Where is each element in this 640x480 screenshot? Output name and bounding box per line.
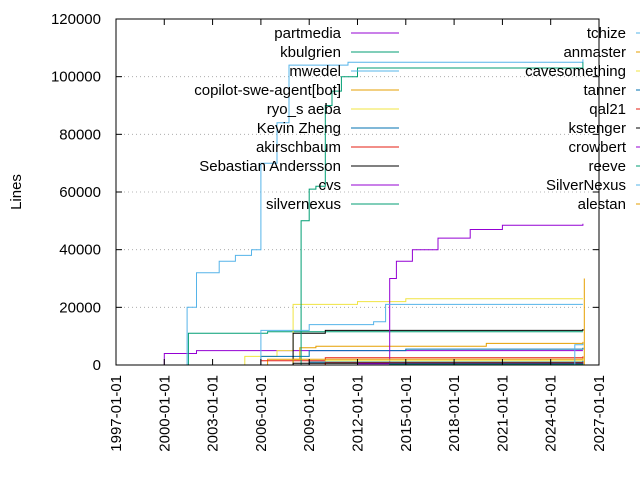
legend-label: Sebastian Andersson <box>199 158 341 175</box>
series-line <box>582 278 585 366</box>
y-tick-label: 40000 <box>59 242 101 259</box>
legend-label: copilot-swe-agent[bot] <box>194 82 341 99</box>
legend-label: mwedel <box>289 63 341 80</box>
legend-label: cvs <box>319 177 342 194</box>
series-line <box>299 62 584 366</box>
y-tick-label: 60000 <box>59 184 101 201</box>
x-tick-label: 2012-01-01 <box>349 375 366 452</box>
x-tick-label: 2021-01-01 <box>494 375 511 452</box>
x-tick-label: 2009-01-01 <box>301 375 318 452</box>
x-tick-label: 1997-01-01 <box>108 375 125 452</box>
legend-label: cavesomething <box>525 63 626 80</box>
x-tick-label: 2018-01-01 <box>446 375 463 452</box>
x-tick-label: 2024-01-01 <box>543 375 560 452</box>
y-tick-label: 80000 <box>59 126 101 143</box>
series-line <box>187 331 583 366</box>
y-tick-label: 20000 <box>59 299 101 316</box>
legend-label: crowbert <box>568 139 626 156</box>
legend-label: alestan <box>578 196 626 213</box>
legend-label: kbulgrien <box>280 44 341 61</box>
legend-label: ryo_s aeba <box>267 101 342 118</box>
series-line <box>244 303 583 366</box>
y-axis-title: Lines <box>8 174 25 210</box>
y-tick-label: 0 <box>93 357 101 374</box>
x-tick-label: 2000-01-01 <box>156 375 173 452</box>
x-tick-label: 2006-01-01 <box>253 375 270 452</box>
grid-layer <box>116 76 599 308</box>
x-axis-ticks: 1997-01-01 2000-01-01 2003-01-01 2006-01-01… <box>108 19 608 452</box>
legend-label: silvernexus <box>266 196 341 213</box>
y-tick-label: 100000 <box>51 69 101 86</box>
legend-label: akirschbaum <box>256 139 341 156</box>
legend-label: SilverNexus <box>546 177 626 194</box>
legend-label: anmaster <box>563 44 626 61</box>
legend-label: qal21 <box>589 101 626 118</box>
series-line <box>228 298 583 366</box>
x-tick-label: 2027-01-01 <box>591 375 608 452</box>
legend-label: partmedia <box>274 25 341 42</box>
series-layer <box>154 59 585 366</box>
legend-label: kstenger <box>568 120 626 137</box>
x-tick-label: 2015-01-01 <box>398 375 415 452</box>
y-axis-ticks: 0 20000 40000 60000 80000 100000 120000 <box>51 11 599 374</box>
legend: partmedia kbulgrien mwedel copilot-swe-agen… <box>194 25 640 213</box>
legend-label: Kevin Zheng <box>257 120 341 137</box>
x-tick-label: 2003-01-01 <box>205 375 222 452</box>
legend-label: tanner <box>583 82 626 99</box>
legend-label: reeve <box>588 158 626 175</box>
series-line <box>385 223 584 366</box>
series-line <box>180 59 584 366</box>
legend-label: tchize <box>587 25 626 42</box>
y-tick-label: 120000 <box>51 11 101 28</box>
